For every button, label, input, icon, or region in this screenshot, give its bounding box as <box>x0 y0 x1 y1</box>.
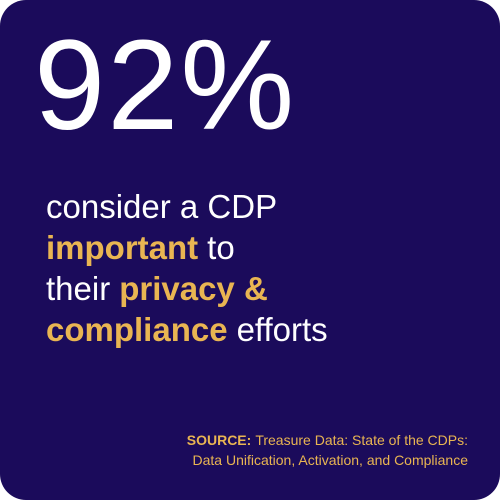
statement-line: important to <box>46 227 337 268</box>
stat-value: 92% <box>34 14 297 157</box>
source-line: SOURCE: Treasure Data: State of the CDPs: <box>187 430 468 450</box>
statement-text: consider a CDP <box>46 188 278 225</box>
statement-text: their <box>46 270 111 307</box>
source-label: SOURCE: <box>186 432 252 448</box>
statement-text: efforts <box>236 311 328 348</box>
statement-line: their privacy & <box>46 268 337 309</box>
source-text: Treasure Data: State of the CDPs: <box>255 432 468 448</box>
statement-line: compliance efforts <box>46 309 337 350</box>
highlight-text: important <box>46 229 199 266</box>
statement: consider a CDP important to their privacy & c… <box>46 186 337 350</box>
highlight-text: privacy & <box>119 270 268 307</box>
highlight-text: compliance <box>46 311 228 348</box>
source: SOURCE: Treasure Data: State of the CDPs:… <box>187 430 468 470</box>
statement-line: consider a CDP <box>46 186 337 227</box>
source-text: Data Unification, Activation, and Compli… <box>192 452 468 468</box>
statement-text: to <box>207 229 235 266</box>
source-line: Data Unification, Activation, and Compli… <box>187 450 468 470</box>
